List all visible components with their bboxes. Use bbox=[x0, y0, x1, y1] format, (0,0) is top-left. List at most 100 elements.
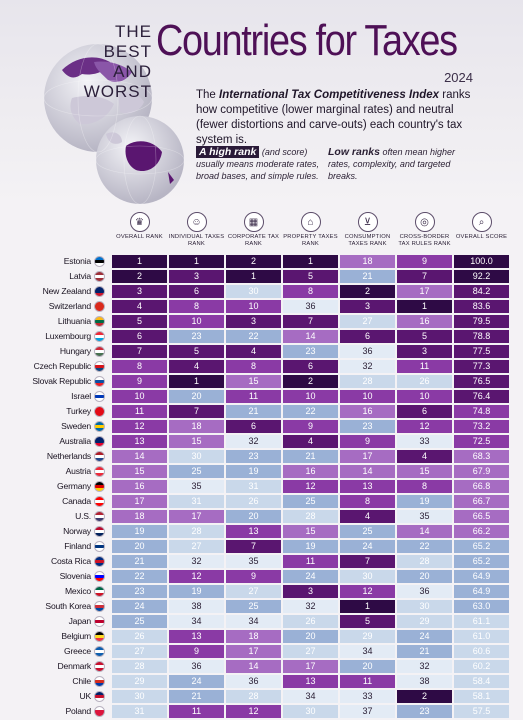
rank-cell: 7 bbox=[112, 345, 167, 358]
rank-cell: 21 bbox=[112, 555, 167, 568]
table-row: Germany 16 35 31 12 13 8 66.8 bbox=[0, 479, 523, 494]
rank-cell: 11 bbox=[226, 390, 281, 403]
country-name: Latvia bbox=[69, 271, 91, 281]
globe-icon bbox=[43, 43, 185, 205]
rank-cell: 7 bbox=[226, 540, 281, 553]
intro-text: The International Tax Competitiveness In… bbox=[196, 88, 486, 148]
country-name: Austria bbox=[65, 466, 92, 476]
score-cell: 65.2 bbox=[454, 540, 509, 553]
rank-cell: 22 bbox=[226, 330, 281, 343]
rank-cell: 5 bbox=[340, 615, 395, 628]
column-header: ♛ OVERALL RANK bbox=[111, 212, 168, 241]
rank-cell: 4 bbox=[169, 360, 224, 373]
score-cell: 66.8 bbox=[454, 480, 509, 493]
rank-cell: 17 bbox=[226, 645, 281, 658]
table-row: Israel 10 20 11 10 10 10 76.4 bbox=[0, 389, 523, 404]
rank-cell: 6 bbox=[112, 330, 167, 343]
flag-icon bbox=[94, 481, 105, 492]
rank-cell: 14 bbox=[226, 660, 281, 673]
flag-icon bbox=[94, 541, 105, 552]
rank-cell: 30 bbox=[283, 705, 338, 718]
score-cell: 60.2 bbox=[454, 660, 509, 673]
rank-cell: 10 bbox=[283, 390, 338, 403]
rank-cell: 19 bbox=[169, 585, 224, 598]
rank-cell: 11 bbox=[397, 360, 452, 373]
table-row: Poland 31 11 12 30 37 23 57.5 bbox=[0, 704, 523, 719]
rank-cell: 34 bbox=[283, 690, 338, 703]
rank-cell: 13 bbox=[169, 630, 224, 643]
rank-cell: 24 bbox=[340, 540, 395, 553]
score-cell: 79.5 bbox=[454, 315, 509, 328]
score-cell: 67.9 bbox=[454, 465, 509, 478]
table-row: Hungary 7 5 4 23 36 3 77.5 bbox=[0, 344, 523, 359]
rank-cell: 10 bbox=[226, 300, 281, 313]
score-cell: 64.9 bbox=[454, 570, 509, 583]
rank-cell: 10 bbox=[397, 390, 452, 403]
score-cell: 68.3 bbox=[454, 450, 509, 463]
rank-cell: 18 bbox=[226, 630, 281, 643]
table-row: Netherlands 14 30 23 21 17 4 68.3 bbox=[0, 449, 523, 464]
table-row: Canada 17 31 26 25 8 19 66.7 bbox=[0, 494, 523, 509]
rank-cell: 13 bbox=[112, 435, 167, 448]
rank-cell: 37 bbox=[340, 705, 395, 718]
rank-cell: 13 bbox=[340, 480, 395, 493]
flag-icon bbox=[94, 601, 105, 612]
rank-cell: 9 bbox=[397, 255, 452, 268]
rank-cell: 35 bbox=[226, 555, 281, 568]
rank-cell: 21 bbox=[283, 450, 338, 463]
flag-icon bbox=[94, 256, 105, 267]
rank-cell: 25 bbox=[169, 465, 224, 478]
rank-cell: 8 bbox=[112, 360, 167, 373]
rank-cell: 23 bbox=[283, 345, 338, 358]
rank-cell: 20 bbox=[283, 630, 338, 643]
table-row: Chile 29 24 36 13 11 38 58.4 bbox=[0, 674, 523, 689]
column-header-label: CROSS-BORDER TAX RULES RANK bbox=[398, 234, 451, 247]
table-row: Austria 15 25 19 16 14 15 67.9 bbox=[0, 464, 523, 479]
flag-icon bbox=[94, 571, 105, 582]
flag-icon bbox=[94, 661, 105, 672]
country-name: Turkey bbox=[66, 406, 91, 416]
rank-cell: 30 bbox=[112, 690, 167, 703]
score-cell: 61.0 bbox=[454, 630, 509, 643]
rank-cell: 20 bbox=[226, 510, 281, 523]
rank-cell: 17 bbox=[169, 510, 224, 523]
country-name: Costa Rica bbox=[50, 556, 91, 566]
header-banner: THE BEST AND WORST Countries for Taxes 2… bbox=[0, 0, 523, 205]
rank-cell: 23 bbox=[397, 705, 452, 718]
rank-cell: 15 bbox=[283, 525, 338, 538]
rank-cell: 15 bbox=[397, 465, 452, 478]
rank-cell: 12 bbox=[169, 570, 224, 583]
rank-cell: 17 bbox=[397, 285, 452, 298]
rank-cell: 27 bbox=[283, 645, 338, 658]
rank-cell: 21 bbox=[226, 405, 281, 418]
flag-icon bbox=[94, 496, 105, 507]
rank-cell: 28 bbox=[226, 690, 281, 703]
country-name: Japan bbox=[68, 616, 92, 626]
rank-cell: 28 bbox=[169, 525, 224, 538]
rank-cell: 15 bbox=[169, 435, 224, 448]
rank-cell: 30 bbox=[226, 285, 281, 298]
rank-cell: 4 bbox=[112, 300, 167, 313]
rank-cell: 16 bbox=[112, 480, 167, 493]
table-row: Slovak Republic 9 1 15 2 28 26 76.5 bbox=[0, 374, 523, 389]
year-label: 2024 bbox=[444, 70, 473, 85]
rank-cell: 2 bbox=[340, 285, 395, 298]
country-name: Czech Republic bbox=[33, 361, 92, 371]
rank-cell: 36 bbox=[283, 300, 338, 313]
rank-cell: 11 bbox=[112, 405, 167, 418]
rank-cell: 10 bbox=[112, 390, 167, 403]
rank-cell: 28 bbox=[397, 555, 452, 568]
table-row: South Korea 24 38 25 32 1 30 63.0 bbox=[0, 599, 523, 614]
rank-cell: 34 bbox=[340, 645, 395, 658]
magnifier-icon: ⌕ bbox=[471, 212, 492, 232]
page-title: Countries for Taxes bbox=[156, 16, 458, 65]
column-header-label: CORPORATE TAX RANK bbox=[227, 234, 280, 247]
rank-cell: 23 bbox=[112, 585, 167, 598]
rank-cell: 14 bbox=[112, 450, 167, 463]
rank-cell: 13 bbox=[226, 525, 281, 538]
score-cell: 84.2 bbox=[454, 285, 509, 298]
rank-cell: 4 bbox=[283, 435, 338, 448]
rank-cell: 27 bbox=[226, 585, 281, 598]
rank-cell: 11 bbox=[283, 555, 338, 568]
rank-cell: 20 bbox=[397, 570, 452, 583]
